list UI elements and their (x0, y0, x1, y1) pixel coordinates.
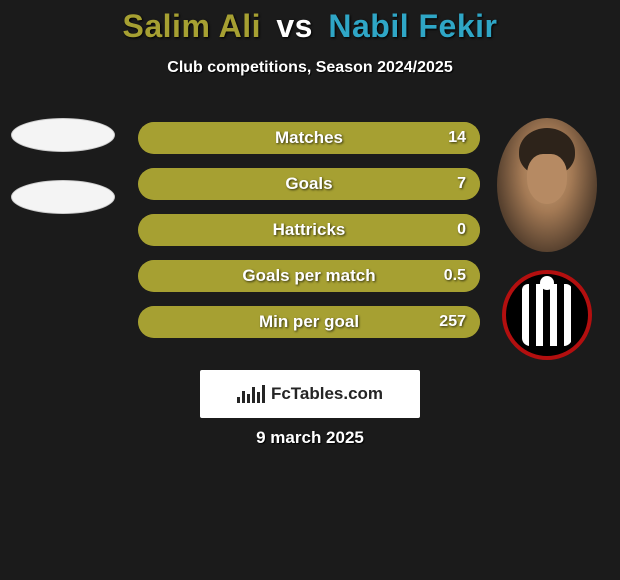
stat-row-mpg: Min per goal 257 (138, 306, 480, 338)
stat-value: 257 (439, 313, 466, 331)
stat-value: 14 (448, 129, 466, 147)
stat-value: 0.5 (444, 267, 466, 285)
stat-row-hattricks: Hattricks 0 (138, 214, 480, 246)
comparison-title: Salim Ali vs Nabil Fekir (0, 0, 620, 45)
title-player2: Nabil Fekir (328, 8, 497, 44)
player1-photo-placeholder (11, 118, 115, 152)
title-player1: Salim Ali (123, 8, 261, 44)
comparison-bars: Matches 14 Goals 7 Hattricks 0 Goals per… (138, 122, 480, 338)
player2-photo (497, 118, 597, 252)
club-badge-stripes (522, 284, 572, 346)
stat-value: 7 (457, 175, 466, 193)
right-player-column (492, 118, 602, 360)
stat-label: Matches (275, 128, 343, 148)
attribution-text: FcTables.com (271, 384, 383, 404)
stat-row-matches: Matches 14 (138, 122, 480, 154)
stat-row-goals: Goals 7 (138, 168, 480, 200)
stat-value: 0 (457, 221, 466, 239)
stat-label: Goals (285, 174, 332, 194)
stat-row-gpm: Goals per match 0.5 (138, 260, 480, 292)
stat-label: Goals per match (242, 266, 375, 286)
subtitle: Club competitions, Season 2024/2025 (0, 59, 620, 77)
date-text: 9 march 2025 (0, 428, 620, 448)
attribution-box: FcTables.com (200, 370, 420, 418)
stat-label: Hattricks (273, 220, 346, 240)
player2-club-badge (502, 270, 592, 360)
chart-icon (237, 385, 265, 403)
left-player-column (8, 118, 118, 214)
title-vs: vs (276, 8, 313, 44)
player1-club-placeholder (11, 180, 115, 214)
stat-label: Min per goal (259, 312, 359, 332)
